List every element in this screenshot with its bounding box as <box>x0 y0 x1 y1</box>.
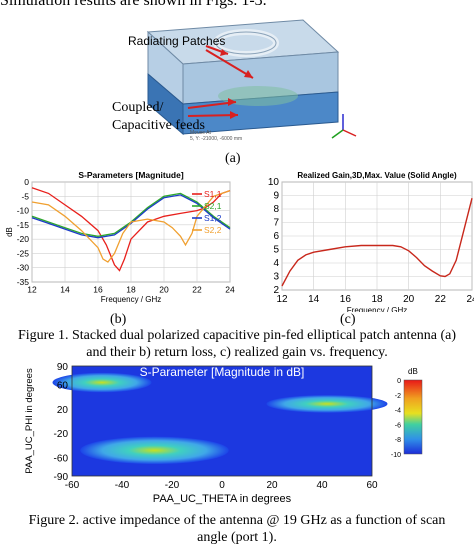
sublabel-a: (a) <box>225 151 241 166</box>
label-coupled: Coupled/ <box>112 100 164 115</box>
y-tick-label: -25 <box>17 248 30 258</box>
ring-patch-outline <box>215 31 277 55</box>
sublabel-c: (c) <box>340 312 356 327</box>
substrate-left <box>147 72 184 136</box>
heat-x-tick: 60 <box>366 480 378 491</box>
heat-y-tick: 60 <box>57 380 69 391</box>
y-tick-label: 5 <box>273 245 279 256</box>
figure1-caption-line2: and their b) return loss, c) realized ga… <box>86 345 388 360</box>
x-tick-label: 24 <box>225 285 235 295</box>
x-axis-label: Frequency / GHz <box>101 295 161 304</box>
sparam-chart-svg: 12 14 16 18 20 22 24 0 -5 -10 -15 -20 -25 -30 -35 S-Par… <box>5 170 235 304</box>
x-tick-label: 20 <box>159 285 169 295</box>
legend-entry: S1,2 <box>204 213 222 223</box>
colorbar-tick: -4 <box>395 408 401 415</box>
y-tick-label: 4 <box>273 258 279 269</box>
y-tick-label: 3 <box>273 272 279 283</box>
x-tick-label: 20 <box>403 294 415 305</box>
colorbar-tick: -8 <box>395 437 401 444</box>
sparam-chart: 12 14 16 18 20 22 24 0 -5 -10 -15 -20 -25 -30 -35 S-Par… <box>0 170 240 312</box>
antenna-render <box>88 12 388 150</box>
series-line-0 <box>281 198 473 287</box>
figure2-caption-line1: Figure 2. active impedance of the antenn… <box>28 513 446 528</box>
colorbar-tick: -6 <box>395 422 401 429</box>
y-tick-label: 6 <box>273 231 279 242</box>
colorbar-tick: -10 <box>391 452 401 459</box>
y-tick-label: -5 <box>21 191 29 201</box>
x-tick-label: 12 <box>276 294 288 305</box>
y-tick-label: -20 <box>17 234 30 244</box>
x-tick-label: 24 <box>466 294 474 305</box>
x-tick-label: 16 <box>93 285 103 295</box>
x-tick-label: 22 <box>192 285 202 295</box>
colorbar-label: dB <box>408 367 418 376</box>
x-tick-label: 18 <box>371 294 383 305</box>
y-tick-label: -15 <box>17 220 30 230</box>
heatmap-title: S-Parameter [Magnitude in dB] <box>140 365 305 379</box>
x-tick-label: 14 <box>308 294 320 305</box>
axis-x <box>342 129 357 137</box>
heat-y-tick: -90 <box>54 472 69 483</box>
chart-title: S-Parameters [Magnitude] <box>78 170 183 180</box>
figure2-caption-line2: angle (port 1). <box>197 530 277 545</box>
x-tick-label: 22 <box>435 294 447 305</box>
inner-patch <box>218 86 298 106</box>
x-axis-label: Frequency / GHz <box>347 306 407 312</box>
antenna-render-svg <box>146 19 357 139</box>
colorbar-tick: -2 <box>395 393 401 400</box>
gain-chart: 12 14 16 18 20 22 24 10 9 8 7 6 5 4 3 2 Realized Gain,3D… <box>250 170 474 315</box>
x-tick-label: 16 <box>340 294 352 305</box>
x-tick-label: 18 <box>126 285 136 295</box>
heat-y-tick: 90 <box>57 362 69 373</box>
y-tick-label: 7 <box>273 218 279 229</box>
heatmap-x-label: PAA_UC_THETA in degrees <box>153 493 292 505</box>
x-tick-label: 14 <box>60 285 70 295</box>
y-tick-label: 9 <box>273 191 279 202</box>
heatmap-chart-svg: -60 -40 -20 0 20 40 60906020-20-60-90S-Paramet… <box>24 362 423 505</box>
series-line-2 <box>31 194 231 239</box>
heat-blob-0 <box>52 372 152 393</box>
heat-x-tick: 20 <box>266 480 278 491</box>
legend-entry: S2,2 <box>204 225 222 235</box>
heat-blob-1 <box>80 436 229 465</box>
mouse-at-label: Mouse At <box>190 130 211 136</box>
heat-y-tick: -20 <box>54 429 69 440</box>
y-tick-label: -30 <box>17 263 30 273</box>
heat-x-tick: -40 <box>115 480 130 491</box>
x-tick-label: 12 <box>27 285 37 295</box>
arrow-feeds-2 <box>187 114 239 117</box>
heat-x-tick: 0 <box>219 480 225 491</box>
colorbar <box>403 379 423 455</box>
series-line-0 <box>31 187 231 272</box>
heat-x-tick: 40 <box>316 480 328 491</box>
label-capacitive-feeds: Capacitive feeds <box>112 118 205 133</box>
y-tick-label: 2 <box>273 285 279 296</box>
mouse-coords: 5, Y: -21000, -6000 mm <box>190 136 243 142</box>
gain-chart-svg: 12 14 16 18 20 22 24 10 9 8 7 6 5 4 3 2 Realized Gain,3D… <box>268 171 474 315</box>
y-tick-label: 8 <box>273 204 279 215</box>
y-tick-label: -10 <box>17 206 30 216</box>
header-text: Simulation results are shown in Figs. 1-… <box>0 0 267 9</box>
series-line-3 <box>31 189 231 263</box>
y-tick-label: 0 <box>24 177 29 187</box>
heat-blob-2 <box>266 395 388 413</box>
chart-title: Realized Gain,3D,Max. Value (Solid Angle… <box>297 171 457 180</box>
heatmap-y-label: PAA_UC_PHI in degrees <box>24 368 35 474</box>
legend-entry: S2,1 <box>204 201 222 211</box>
legend-entry: S1,1 <box>204 189 222 199</box>
figure1-caption-line1: Figure 1. Stacked dual polarized capacit… <box>17 328 457 343</box>
y-tick-label: 10 <box>268 177 280 188</box>
arrow-patches-2 <box>205 49 254 79</box>
y-tick-label: -35 <box>17 277 30 287</box>
heat-x-tick: -20 <box>165 480 180 491</box>
heatmap-chart: -60 -40 -20 0 20 40 60 90 60 20 -20 -60 -90 S-Paramet… <box>0 360 474 510</box>
sublabel-b: (b) <box>110 312 127 327</box>
heat-y-tick: -60 <box>54 454 69 465</box>
colorbar-tick: 0 <box>397 378 401 385</box>
label-radiating-patches: Radiating Patches <box>128 34 226 48</box>
heat-y-tick: 20 <box>57 405 69 416</box>
heat-x-tick: -60 <box>65 480 80 491</box>
axis-y <box>331 129 344 139</box>
y-axis-label: dB <box>5 227 14 237</box>
